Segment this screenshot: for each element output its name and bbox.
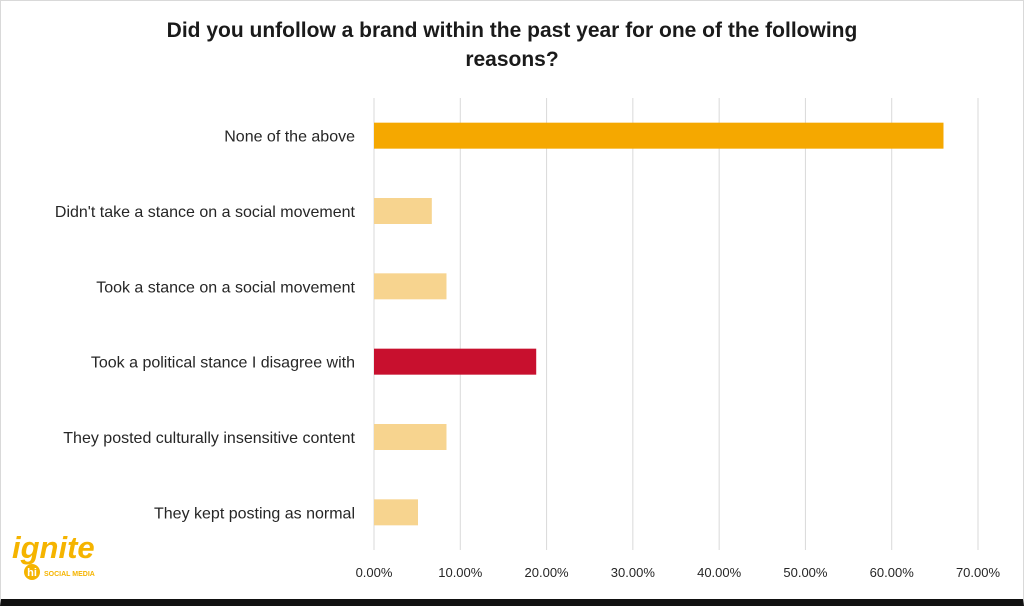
x-tick-label: 30.00% bbox=[611, 565, 656, 580]
logo-tagline: SOCIAL MEDIA bbox=[44, 571, 95, 578]
bar bbox=[374, 499, 419, 526]
x-tick-label: 10.00% bbox=[438, 565, 483, 580]
chart-title: Did you unfollow a brand within the past… bbox=[166, 19, 858, 71]
bar bbox=[374, 273, 447, 300]
category-label: Didn't take a stance on a social movemen… bbox=[55, 204, 356, 221]
category-label: They kept posting as normal bbox=[154, 505, 355, 522]
category-labels: None of the above Didn't take a stance on… bbox=[55, 129, 356, 523]
x-tick-label: 50.00% bbox=[783, 565, 828, 580]
tick-labels: 0.00% 10.00% 20.00% 30.00% 40.00% 50.00% 60.00… bbox=[356, 565, 1001, 580]
x-tick-label: 20.00% bbox=[525, 565, 570, 580]
category-label: None of the above bbox=[224, 129, 355, 146]
category-label: Took a stance on a social movement bbox=[96, 279, 355, 296]
bar bbox=[374, 348, 537, 375]
gridlines bbox=[373, 98, 979, 550]
bar bbox=[374, 198, 432, 224]
bars bbox=[374, 122, 944, 526]
category-label: They posted culturally insensitive conte… bbox=[63, 430, 355, 447]
x-tick-label: 70.00% bbox=[956, 565, 1001, 580]
category-label: Took a political stance I disagree with bbox=[91, 355, 355, 372]
logo-badge-text: hi bbox=[27, 567, 37, 579]
logo-wordmark: ignite bbox=[12, 530, 95, 565]
bar bbox=[374, 122, 944, 149]
x-tick-label: 60.00% bbox=[870, 565, 915, 580]
logo-badge bbox=[24, 564, 40, 580]
x-tick-label: 40.00% bbox=[697, 565, 742, 580]
bar bbox=[374, 424, 447, 450]
x-tick-label: 0.00% bbox=[356, 565, 393, 580]
ignite-logo: ignite hi SOCIAL MEDIA bbox=[12, 530, 95, 580]
